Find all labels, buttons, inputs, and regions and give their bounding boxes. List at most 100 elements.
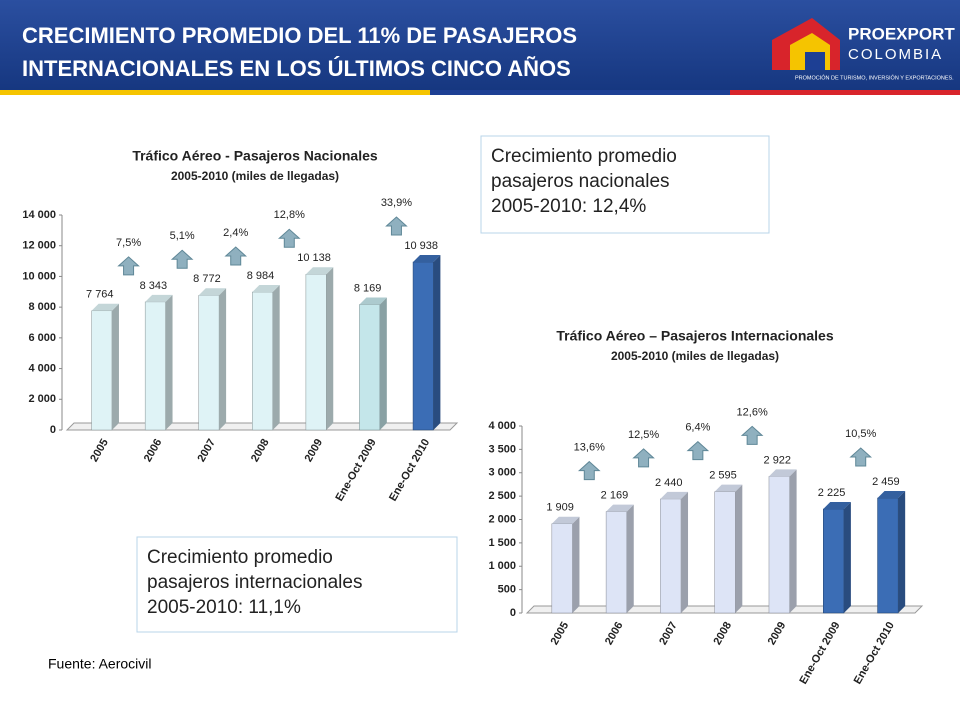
note-text: 2005-2010: 11,1% — [147, 597, 301, 618]
y-tick-label: 2 000 — [28, 393, 56, 405]
bar-top — [823, 501, 851, 509]
bar-side — [326, 267, 334, 430]
stripe — [0, 90, 430, 95]
y-tick-label: 8 000 — [28, 301, 56, 313]
value-label: 8 984 — [247, 270, 275, 282]
y-tick-label: 2 000 — [488, 513, 516, 525]
y-tick-label: 0 — [50, 424, 56, 436]
value-label: 10 938 — [404, 240, 438, 252]
bar — [198, 295, 220, 431]
bar — [91, 310, 113, 431]
header-title: INTERNACIONALES EN LOS ÚLTIMOS CINCO AÑO… — [22, 56, 571, 81]
bar-side — [433, 255, 441, 430]
y-tick-label: 3 000 — [488, 467, 516, 479]
stripe — [430, 90, 730, 95]
bar-top — [606, 504, 634, 512]
growth-label: 12,8% — [274, 209, 305, 221]
note-text: Crecimiento promedio — [147, 547, 333, 568]
stripe — [730, 90, 960, 95]
y-tick-label: 12 000 — [22, 240, 56, 252]
bar-side — [681, 491, 689, 613]
value-label: 8 169 — [354, 282, 382, 294]
y-tick-label: 4 000 — [488, 420, 516, 432]
growth-label: 33,9% — [381, 197, 412, 209]
bar-side — [626, 504, 634, 613]
bar — [877, 497, 899, 614]
logo-country: COLOMBIA — [848, 46, 943, 63]
note-text: Crecimiento promedio — [491, 146, 677, 167]
growth-label: 6,4% — [685, 422, 710, 434]
value-label: 2 922 — [764, 454, 792, 466]
value-label: 7 764 — [86, 289, 114, 301]
bar-side — [379, 297, 387, 430]
y-tick-label: 3 500 — [488, 443, 516, 455]
bar-top — [252, 285, 280, 293]
source: Fuente: Aerocivil — [48, 656, 152, 672]
value-label: 2 595 — [709, 470, 737, 482]
growth-arrow — [577, 460, 601, 481]
growth-arrow — [224, 246, 248, 266]
value-label: 1 909 — [546, 502, 574, 514]
chart-subtitle: 2005-2010 (miles de llegadas) — [171, 169, 339, 183]
value-label: 2 459 — [872, 476, 900, 488]
y-tick-label: 10 000 — [22, 270, 56, 282]
bar-side — [165, 294, 173, 430]
bar-side — [843, 501, 851, 613]
growth-label: 12,5% — [628, 429, 659, 441]
bar-top — [413, 255, 441, 263]
note-text: 2005-2010: 12,4% — [491, 196, 646, 217]
y-tick-label: 2 500 — [488, 490, 516, 502]
bar — [660, 498, 682, 614]
growth-arrow — [277, 228, 301, 248]
bar — [144, 301, 166, 431]
chart-title: Tráfico Aéreo – Pasajeros Internacionale… — [556, 328, 833, 344]
chart-title: Tráfico Aéreo - Pasajeros Nacionales — [132, 148, 378, 164]
y-tick-label: 6 000 — [28, 332, 56, 344]
note-text: pasajeros internacionales — [147, 572, 362, 593]
growth-arrow — [686, 441, 710, 461]
bar-side — [789, 469, 797, 613]
value-label: 10 138 — [297, 252, 331, 264]
bar-side — [272, 285, 280, 430]
bar — [605, 511, 627, 614]
growth-label: 5,1% — [170, 230, 195, 242]
bar — [359, 304, 381, 431]
bar — [551, 523, 573, 614]
value-label: 8 772 — [193, 273, 221, 285]
growth-label: 10,5% — [845, 428, 876, 440]
growth-arrow — [170, 249, 194, 269]
growth-label: 13,6% — [574, 442, 605, 454]
value-label: 2 169 — [601, 490, 629, 502]
growth-arrow — [117, 256, 140, 276]
y-tick-label: 0 — [510, 607, 516, 619]
bar-side — [735, 484, 743, 613]
logo-tagline: PROMOCIÓN DE TURISMO, INVERSIÓN Y EXPORT… — [795, 74, 954, 81]
growth-arrow — [740, 425, 764, 445]
bar-top — [877, 491, 906, 499]
y-tick-label: 1 500 — [488, 537, 516, 549]
bar-side — [111, 303, 119, 430]
bar-top — [768, 469, 797, 477]
note-text: pasajeros nacionales — [491, 171, 670, 192]
bar — [305, 274, 327, 431]
header-title: CRECIMIENTO PROMEDIO DEL 11% DE PASAJERO… — [22, 23, 577, 48]
y-tick-label: 14 000 — [22, 209, 56, 221]
chart-subtitle: 2005-2010 (miles de llegadas) — [611, 349, 779, 363]
growth-arrow — [385, 216, 408, 236]
bar-top — [198, 288, 227, 296]
bar — [823, 508, 845, 614]
logo-shape — [805, 52, 825, 70]
growth-label: 2,4% — [223, 227, 248, 239]
bar — [768, 476, 790, 614]
bar-top — [91, 303, 119, 311]
note-box — [480, 135, 770, 234]
bar — [252, 291, 273, 431]
bar-top — [359, 297, 387, 305]
value-label: 2 440 — [655, 477, 683, 489]
value-label: 8 343 — [140, 280, 168, 292]
bar-top — [660, 491, 689, 499]
logo-name: PROEXPORT — [848, 24, 955, 43]
bar-side — [219, 288, 227, 430]
bar — [714, 491, 736, 614]
y-tick-label: 4 000 — [28, 362, 56, 374]
